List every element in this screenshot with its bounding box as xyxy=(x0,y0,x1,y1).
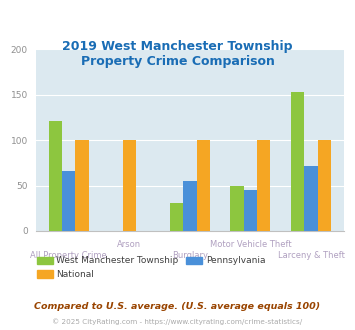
Text: Larceny & Theft: Larceny & Theft xyxy=(278,251,344,260)
Bar xyxy=(230,185,244,231)
Text: Arson: Arson xyxy=(117,240,141,249)
Bar xyxy=(123,140,136,231)
Bar xyxy=(244,190,257,231)
Bar xyxy=(49,121,62,231)
Bar xyxy=(197,140,210,231)
Text: Motor Vehicle Theft: Motor Vehicle Theft xyxy=(210,240,291,249)
Text: Burglary: Burglary xyxy=(172,251,208,260)
Text: All Property Crime: All Property Crime xyxy=(31,251,107,260)
Bar xyxy=(170,203,183,231)
Text: Compared to U.S. average. (U.S. average equals 100): Compared to U.S. average. (U.S. average … xyxy=(34,302,321,311)
Bar xyxy=(62,171,76,231)
Bar xyxy=(291,92,304,231)
Bar xyxy=(304,166,318,231)
Bar xyxy=(318,140,331,231)
Text: © 2025 CityRating.com - https://www.cityrating.com/crime-statistics/: © 2025 CityRating.com - https://www.city… xyxy=(53,318,302,325)
Bar xyxy=(76,140,89,231)
Bar xyxy=(257,140,271,231)
Text: 2019 West Manchester Township
Property Crime Comparison: 2019 West Manchester Township Property C… xyxy=(62,40,293,68)
Legend: West Manchester Township, National, Pennsylvania: West Manchester Township, National, Penn… xyxy=(33,253,269,282)
Bar xyxy=(183,181,197,231)
